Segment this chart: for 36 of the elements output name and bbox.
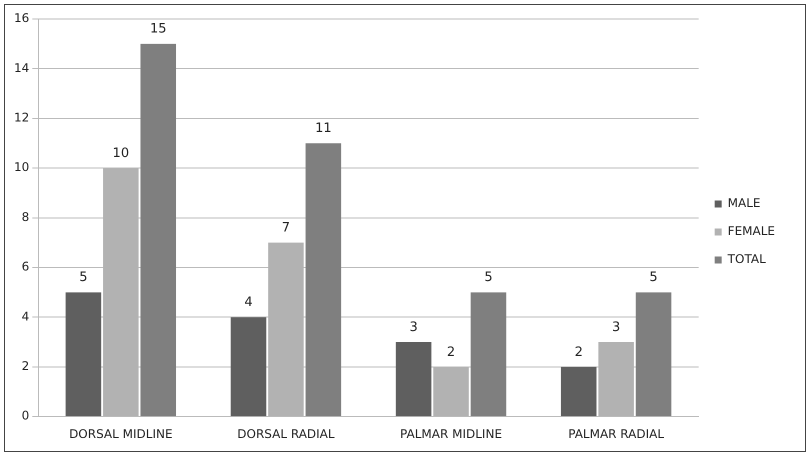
data-label: 3	[612, 320, 620, 335]
bar	[306, 143, 342, 416]
x-tick-label: DORSAL MIDLINE	[69, 426, 173, 441]
data-label: 5	[484, 270, 493, 286]
data-label: 10	[112, 146, 130, 161]
y-tick-label: 4	[22, 309, 30, 324]
data-label: 5	[79, 270, 88, 286]
y-tick-label: 14	[14, 60, 30, 75]
x-tick-label: DORSAL RADIAL	[237, 426, 335, 441]
x-tick-label: PALMAR MIDLINE	[400, 426, 502, 441]
data-label: 11	[315, 121, 332, 136]
data-label: 7	[282, 220, 290, 236]
data-label: 4	[244, 295, 253, 310]
y-tick-label: 2	[22, 359, 30, 374]
bar	[140, 44, 176, 416]
y-tick-label: 16	[14, 11, 30, 26]
bar	[560, 366, 596, 416]
legend-label: MALE	[728, 196, 761, 210]
y-tick-label: 10	[14, 160, 30, 174]
y-tick-label: 8	[22, 210, 30, 224]
bar	[230, 317, 266, 416]
y-tick-label: 6	[22, 260, 30, 274]
bar	[396, 342, 432, 416]
y-tick-label: 0	[22, 408, 30, 423]
data-label: 5	[649, 270, 658, 286]
bar	[636, 292, 672, 416]
data-label: 2	[446, 344, 456, 360]
bar	[470, 292, 506, 416]
data-label: 3	[409, 320, 418, 335]
x-tick-label: PALMAR RADIAL	[568, 426, 664, 441]
data-label: 2	[574, 344, 583, 360]
legend-label: FEMALE	[728, 224, 776, 238]
legend-label: TOTAL	[726, 252, 766, 266]
data-label: 15	[150, 22, 167, 37]
bar	[66, 292, 102, 416]
y-tick-label: 12	[14, 110, 30, 125]
